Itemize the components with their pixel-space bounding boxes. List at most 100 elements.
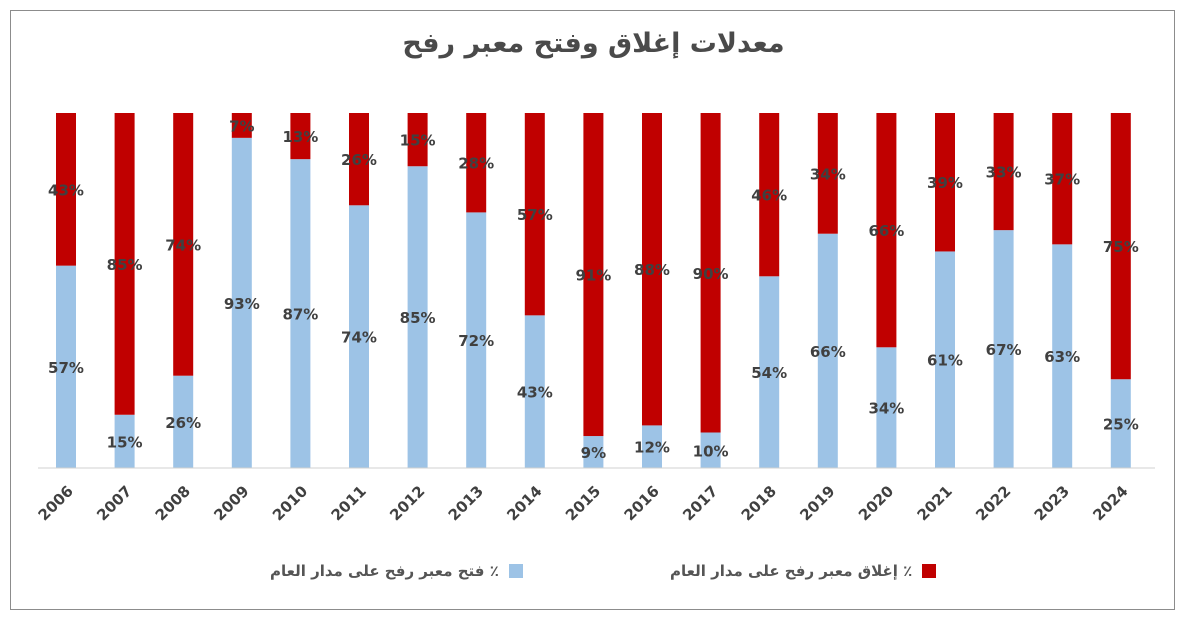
data-label-open-2022: 67% — [986, 341, 1022, 359]
bar-open-2015 — [583, 436, 604, 468]
x-tick-label-2011: 2011 — [328, 482, 370, 524]
bar-open-2023 — [1052, 244, 1073, 468]
data-label-closed-2020: 66% — [868, 222, 904, 240]
legend-label-open: ٪ فتح معبر رفح على مدار العام — [270, 562, 499, 580]
data-label-open-2015: 9% — [581, 444, 606, 462]
data-label-open-2018: 54% — [751, 364, 787, 382]
bar-open-2006 — [56, 265, 76, 468]
data-label-closed-2022: 33% — [986, 164, 1022, 182]
bar-closed-2021 — [935, 113, 955, 252]
bar-closed-2024 — [1110, 113, 1131, 380]
bar-closed-2009 — [231, 113, 252, 138]
x-tick-label-2013: 2013 — [445, 482, 487, 524]
data-label-closed-2018: 46% — [751, 187, 787, 205]
bar-closed-2012 — [407, 113, 428, 167]
bar-closed-2022 — [993, 113, 1014, 231]
bar-closed-2008 — [173, 113, 194, 376]
bar-closed-2014 — [524, 113, 545, 316]
bar-closed-2018 — [759, 113, 780, 277]
bar-open-2016 — [642, 425, 662, 468]
data-label-closed-2009: 7% — [229, 117, 254, 135]
legend-item-open: ٪ فتح معبر رفح على مدار العام — [270, 562, 523, 580]
bar-open-2013 — [466, 212, 487, 468]
bar-open-2010 — [290, 159, 311, 468]
data-label-closed-2013: 28% — [458, 155, 494, 173]
bar-open-2011 — [349, 205, 369, 469]
x-tick-label-2010: 2010 — [269, 482, 311, 524]
data-label-closed-2016: 88% — [634, 261, 670, 279]
data-label-open-2007: 15% — [107, 433, 143, 451]
data-label-open-2010: 87% — [282, 306, 318, 324]
data-label-open-2009: 93% — [224, 295, 260, 313]
bar-closed-2011 — [349, 113, 369, 206]
bar-closed-2013 — [466, 113, 487, 213]
data-label-open-2016: 12% — [634, 439, 670, 457]
x-tick-label-2024: 2024 — [1089, 482, 1131, 524]
data-label-closed-2024: 75% — [1103, 238, 1139, 256]
x-tick-label-2023: 2023 — [1031, 482, 1073, 524]
bar-open-2007 — [114, 414, 135, 468]
legend-swatch-open — [508, 564, 523, 578]
bar-open-2009 — [231, 137, 252, 468]
x-tick-label-2021: 2021 — [914, 482, 956, 524]
bar-closed-2020 — [876, 113, 897, 348]
bar-open-2022 — [993, 230, 1014, 468]
x-tick-label-2020: 2020 — [855, 482, 897, 524]
chart-title: معدلات إغلاق وفتح معبر رفح — [402, 28, 785, 59]
data-label-closed-2021: 39% — [927, 174, 963, 192]
x-tick-label-2022: 2022 — [972, 482, 1014, 524]
data-label-open-2020: 34% — [868, 400, 904, 418]
data-label-open-2024: 25% — [1103, 416, 1139, 434]
data-label-open-2011: 74% — [341, 329, 377, 347]
data-label-closed-2017: 90% — [693, 265, 729, 283]
bar-closed-2023 — [1052, 113, 1073, 245]
x-tick-label-2007: 2007 — [93, 482, 135, 524]
legend-item-closed: ٪ إغلاق معبر رفح على مدار العام — [670, 562, 937, 580]
data-label-closed-2012: 15% — [400, 132, 436, 150]
bar-open-2017 — [700, 432, 721, 468]
bar-closed-2007 — [114, 113, 135, 415]
x-tick-label-2018: 2018 — [738, 482, 780, 524]
data-label-closed-2011: 26% — [341, 151, 377, 169]
bar-open-2020 — [876, 347, 897, 468]
data-label-closed-2019: 34% — [810, 165, 846, 183]
data-label-open-2019: 66% — [810, 343, 846, 361]
x-tick-label-2015: 2015 — [562, 482, 604, 524]
bar-open-2018 — [759, 276, 780, 468]
data-label-closed-2007: 85% — [107, 256, 143, 274]
data-label-closed-2023: 37% — [1044, 171, 1080, 189]
x-tick-label-2016: 2016 — [621, 482, 663, 524]
bar-closed-2015 — [583, 113, 604, 437]
data-label-open-2012: 85% — [400, 309, 436, 327]
data-label-closed-2015: 91% — [575, 267, 611, 285]
data-label-open-2023: 63% — [1044, 348, 1080, 366]
bar-closed-2017 — [700, 113, 721, 433]
x-tick-label-2009: 2009 — [210, 482, 252, 524]
x-tick-label-2006: 2006 — [35, 482, 77, 524]
data-label-open-2006: 57% — [48, 359, 84, 377]
data-label-closed-2006: 43% — [48, 181, 84, 199]
x-tick-label-2019: 2019 — [796, 482, 838, 524]
legend: ٪ إغلاق معبر رفح على مدار العام ٪ فتح مع… — [0, 562, 1187, 588]
x-tick-label-2008: 2008 — [152, 482, 194, 524]
bar-closed-2006 — [56, 113, 76, 266]
bar-open-2012 — [407, 166, 428, 468]
bar-open-2019 — [817, 233, 838, 468]
x-tick-label-2014: 2014 — [503, 482, 545, 524]
data-label-open-2017: 10% — [693, 442, 729, 460]
data-label-open-2013: 72% — [458, 332, 494, 350]
data-label-open-2021: 61% — [927, 352, 963, 370]
bar-open-2024 — [1110, 379, 1131, 468]
data-label-closed-2014: 57% — [517, 206, 553, 224]
legend-swatch-closed — [922, 564, 937, 578]
x-tick-label-2017: 2017 — [679, 482, 721, 524]
data-label-open-2014: 43% — [517, 384, 553, 402]
bar-open-2014 — [524, 315, 545, 468]
x-tick-label-2012: 2012 — [386, 482, 428, 524]
bar-open-2008 — [173, 375, 194, 468]
data-label-closed-2010: 13% — [282, 128, 318, 146]
legend-label-closed: ٪ إغلاق معبر رفح على مدار العام — [670, 562, 913, 580]
bar-closed-2016 — [642, 113, 662, 426]
bar-closed-2019 — [817, 113, 838, 234]
data-label-closed-2008: 74% — [165, 236, 201, 254]
